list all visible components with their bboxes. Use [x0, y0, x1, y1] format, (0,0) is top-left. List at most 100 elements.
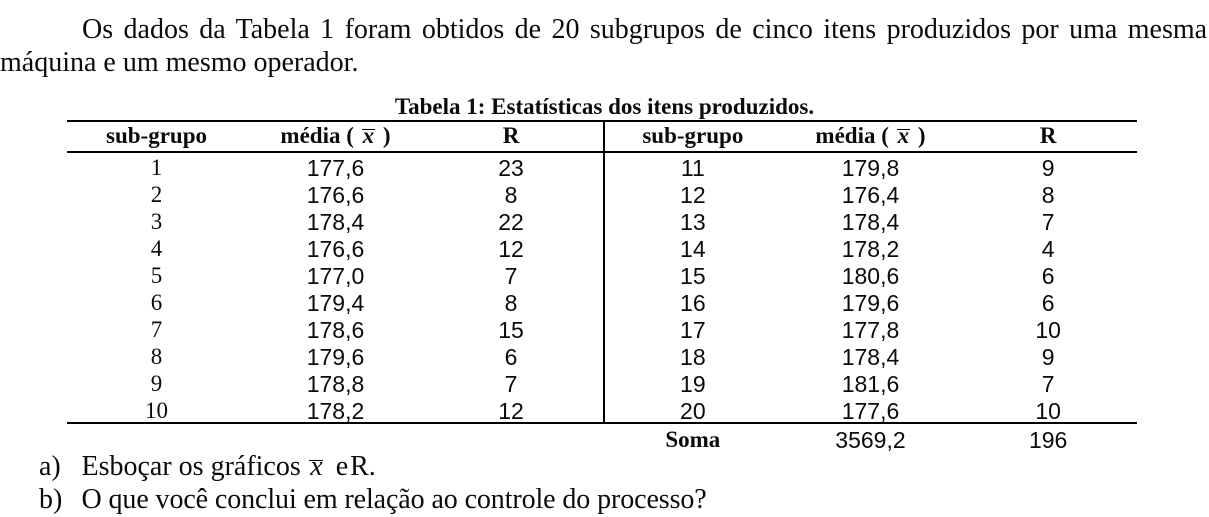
paragraph-line-2: máquina e um mesmo operador.: [0, 47, 359, 78]
table-row-right-half: 16 179,6 6: [604, 289, 1137, 316]
media-value: 178,4: [841, 344, 900, 371]
subgroup-number: 1: [150, 155, 163, 181]
subgroup-number: 5: [150, 263, 163, 289]
paragraph-line-1: Os dados da Tabela 1 foram obtidos de 20…: [82, 14, 1208, 46]
question-a-post-text: e R.: [333, 451, 376, 483]
subgroup-number: 12: [680, 182, 706, 209]
header-range-left: R: [502, 123, 520, 148]
media-value: 178,2: [306, 398, 365, 425]
table-data-row: 2 176,6 8 12 176,4 8: [67, 181, 1137, 208]
table-data-row: 6 179,4 8 16 179,6 6: [67, 289, 1137, 316]
xbar-symbol: x: [361, 122, 375, 151]
header-range-right: R: [1039, 123, 1057, 148]
range-value: 4: [1041, 236, 1055, 263]
range-value: 7: [1041, 209, 1055, 236]
table-row-left-half: 4 176,6 12: [67, 235, 604, 262]
media-value: 179,6: [841, 290, 900, 317]
table-data-row: 10 178,2 12 20 177,6 10: [67, 397, 1137, 424]
soma-label: Soma: [665, 426, 721, 452]
range-value: 10: [1035, 317, 1061, 344]
soma-range-value: 196: [1028, 426, 1068, 453]
range-value: 9: [1041, 344, 1055, 371]
subgroup-number: 20: [680, 398, 706, 425]
table-rule-bottom: [67, 422, 1137, 425]
subgroup-number: 18: [680, 344, 706, 371]
question-a-marker: a): [39, 451, 61, 483]
question-b: b) O que você conclui em relação ao cont…: [0, 485, 707, 517]
range-value: 8: [1041, 182, 1055, 209]
header-media-left: média ( x ): [246, 122, 425, 151]
media-value: 176,6: [306, 182, 365, 209]
header-media-pre: média (: [815, 123, 895, 148]
media-value: 181,6: [841, 371, 900, 398]
table-rule-top: [67, 120, 1137, 122]
table-data-row: 5 177,0 7 15 180,6 6: [67, 262, 1137, 289]
table-row-right-half: 19 181,6 7: [604, 370, 1137, 397]
table-header-row: sub-grupo média ( x ) R sub-grupo média …: [67, 122, 1137, 151]
subgroup-number: 2: [150, 182, 163, 208]
range-value: 7: [504, 263, 518, 290]
media-value: 178,6: [306, 317, 365, 344]
range-value: 12: [498, 236, 524, 263]
media-value: 179,4: [306, 290, 365, 317]
question-a: a) Esboçar os gráficos x e R.: [0, 453, 376, 517]
subgroup-number: 3: [150, 209, 163, 235]
media-value: 178,2: [841, 236, 900, 263]
media-value: 178,8: [306, 371, 365, 398]
table-data-row: 8 179,6 6 18 178,4 9: [67, 343, 1137, 370]
range-value: 8: [504, 182, 518, 209]
table-row-right-half: 11 179,8 9: [604, 154, 1137, 181]
range-value: 23: [498, 155, 524, 182]
table-row-left-half: 3 178,4 22: [67, 208, 604, 235]
range-value: 8: [504, 290, 518, 317]
xbar-symbol: x: [896, 122, 910, 151]
media-value: 176,4: [841, 182, 900, 209]
soma-media-value: 3569,2: [835, 426, 906, 453]
range-value: 12: [498, 398, 524, 425]
question-b-text: O que você conclui em relação ao control…: [81, 483, 707, 515]
table-data-row: 4 176,6 12 14 178,2 4: [67, 235, 1137, 262]
table-data-row: 9 178,8 7 19 181,6 7: [67, 370, 1137, 397]
table-row-left-half: 1 177,6 23: [67, 154, 604, 181]
subgroup-number: 10: [145, 398, 168, 424]
range-value: 7: [1041, 371, 1055, 398]
table-row-left-half: 7 178,6 15: [67, 316, 604, 343]
table-row-right-half: 12 176,4 8: [604, 181, 1137, 208]
media-value: 180,6: [841, 263, 900, 290]
subgroup-number: 6: [150, 290, 163, 316]
range-value: 10: [1035, 398, 1061, 425]
subgroup-number: 11: [680, 155, 705, 182]
range-value: 15: [498, 317, 524, 344]
range-value: 6: [504, 344, 518, 371]
table-row-right-half: 18 178,4 9: [604, 343, 1137, 370]
table-row-left-half: 8 179,6 6: [67, 343, 604, 370]
subgroup-number: 14: [680, 236, 706, 263]
table-rule-vertical-divider: [603, 120, 605, 425]
range-value: 22: [498, 209, 524, 236]
subgroup-number: 8: [150, 344, 163, 370]
subgroup-number: 13: [680, 209, 706, 236]
subgroup-number: 15: [680, 263, 706, 290]
media-value: 176,6: [306, 236, 365, 263]
media-value: 177,0: [306, 263, 365, 290]
table-row-left-half: 6 179,4 8: [67, 289, 604, 316]
table-row-left-half: 9 178,8 7: [67, 370, 604, 397]
media-value: 177,6: [306, 155, 365, 182]
header-media-post: ): [377, 123, 391, 148]
header-subgroup-right: sub-grupo: [642, 123, 744, 148]
subgroup-number: 19: [680, 371, 706, 398]
media-value: 178,4: [306, 209, 365, 236]
range-value: 6: [1041, 263, 1055, 290]
header-media-pre: média (: [280, 123, 360, 148]
question-a-text: Esboçar os gráficos x e R.: [82, 453, 376, 481]
subgroup-number: 16: [680, 290, 706, 317]
media-value: 177,6: [841, 398, 900, 425]
table-data-row: 3 178,4 22 13 178,4 7: [67, 208, 1137, 235]
xbar-symbol: x: [309, 451, 324, 483]
table-row-right-half: 20 177,6 10: [604, 397, 1137, 424]
media-value: 177,8: [841, 317, 900, 344]
table-data-row: 1 177,6 23 11 179,8 9: [67, 154, 1137, 181]
table-row-right-half: 17 177,8 10: [604, 316, 1137, 343]
table-row-left-half: 5 177,0 7: [67, 262, 604, 289]
question-a-post: e R.: [323, 451, 376, 482]
